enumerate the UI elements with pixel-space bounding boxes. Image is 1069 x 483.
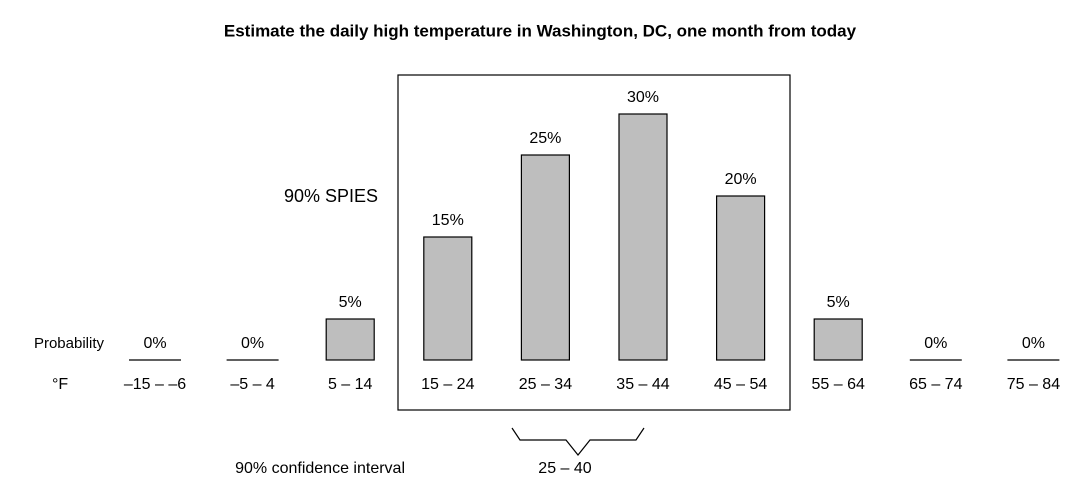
probability-label: Probability <box>34 335 105 352</box>
bar <box>423 236 473 361</box>
value-label: 0% <box>241 335 264 352</box>
category-label: –5 – 4 <box>230 376 275 393</box>
ci-range: 25 – 40 <box>538 460 591 477</box>
category-label: 35 – 44 <box>616 376 669 393</box>
value-label: 25% <box>529 130 561 147</box>
spies-box <box>397 74 791 411</box>
brace <box>511 427 645 456</box>
value-label: 0% <box>143 335 166 352</box>
category-label: 25 – 34 <box>519 376 572 393</box>
value-label: 0% <box>924 335 947 352</box>
category-label: 15 – 24 <box>421 376 474 393</box>
value-label: 0% <box>1022 335 1045 352</box>
category-label: 5 – 14 <box>328 376 373 393</box>
bar <box>325 318 375 361</box>
category-label: 45 – 54 <box>714 376 767 393</box>
value-label: 15% <box>432 212 464 229</box>
category-label: 55 – 64 <box>812 376 865 393</box>
bar <box>520 154 571 361</box>
bar <box>715 195 766 361</box>
value-label: 20% <box>725 171 757 188</box>
ci-label: 90% confidence interval <box>235 460 405 477</box>
bar <box>813 318 863 361</box>
category-label: 65 – 74 <box>909 376 962 393</box>
unit-label: °F <box>52 376 68 393</box>
category-label: 75 – 84 <box>1007 376 1060 393</box>
value-label: 30% <box>627 89 659 106</box>
value-label: 5% <box>339 294 362 311</box>
spies-label: 90% SPIES <box>284 186 378 206</box>
chart-title: Estimate the daily high temperature in W… <box>224 21 857 40</box>
bar <box>618 113 668 361</box>
value-label: 5% <box>827 294 850 311</box>
category-label: –15 – –6 <box>124 376 186 393</box>
